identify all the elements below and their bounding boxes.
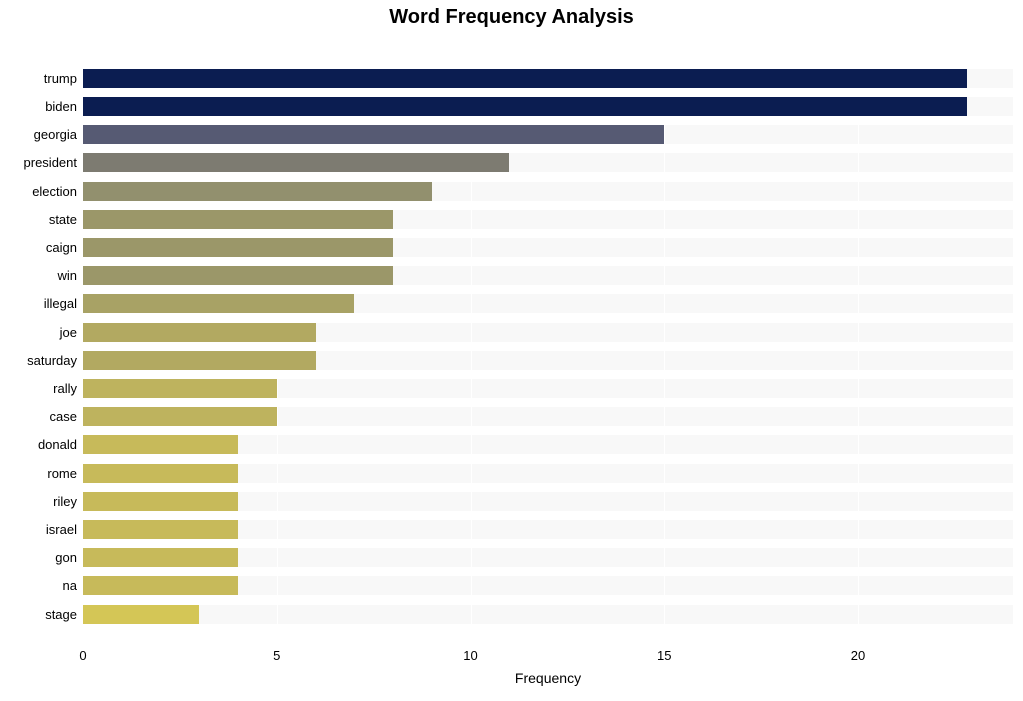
bar (83, 435, 238, 454)
bar (83, 153, 509, 172)
bar (83, 407, 277, 426)
x-axis-label: Frequency (515, 670, 581, 686)
y-tick-label: saturday (0, 353, 77, 368)
bar (83, 97, 967, 116)
x-tick-label: 5 (273, 648, 280, 663)
chart-title: Word Frequency Analysis (0, 6, 1023, 29)
bar (83, 125, 664, 144)
bar (83, 576, 238, 595)
x-tick-label: 10 (463, 648, 477, 663)
bar (83, 266, 393, 285)
y-tick-label: case (0, 409, 77, 424)
y-tick-label: caign (0, 240, 77, 255)
bar (83, 182, 432, 201)
bar (83, 548, 238, 567)
bar (83, 379, 277, 398)
y-tick-label: election (0, 184, 77, 199)
y-tick-label: rome (0, 466, 77, 481)
y-tick-label: israel (0, 522, 77, 537)
y-tick-label: joe (0, 325, 77, 340)
bar (83, 294, 354, 313)
gridline (664, 36, 665, 640)
y-tick-label: trump (0, 71, 77, 86)
row-bg (83, 605, 1013, 624)
y-tick-label: rally (0, 381, 77, 396)
bar (83, 69, 967, 88)
bar (83, 520, 238, 539)
x-tick-label: 0 (79, 648, 86, 663)
x-tick-label: 15 (657, 648, 671, 663)
bar (83, 605, 199, 624)
y-tick-label: win (0, 268, 77, 283)
word-frequency-chart: Word Frequency Analysis Frequency trump b… (0, 0, 1023, 701)
bar (83, 492, 238, 511)
gridline (858, 36, 859, 640)
y-tick-label: illegal (0, 296, 77, 311)
y-tick-label: president (0, 155, 77, 170)
y-tick-label: biden (0, 99, 77, 114)
y-tick-label: gon (0, 550, 77, 565)
bar (83, 351, 316, 370)
y-tick-label: na (0, 578, 77, 593)
y-tick-label: donald (0, 437, 77, 452)
bar (83, 238, 393, 257)
bar (83, 210, 393, 229)
bar (83, 464, 238, 483)
bar (83, 323, 316, 342)
y-tick-label: riley (0, 494, 77, 509)
y-tick-label: georgia (0, 127, 77, 142)
plot-area (83, 36, 1013, 640)
y-tick-label: state (0, 212, 77, 227)
x-tick-label: 20 (851, 648, 865, 663)
y-tick-label: stage (0, 607, 77, 622)
